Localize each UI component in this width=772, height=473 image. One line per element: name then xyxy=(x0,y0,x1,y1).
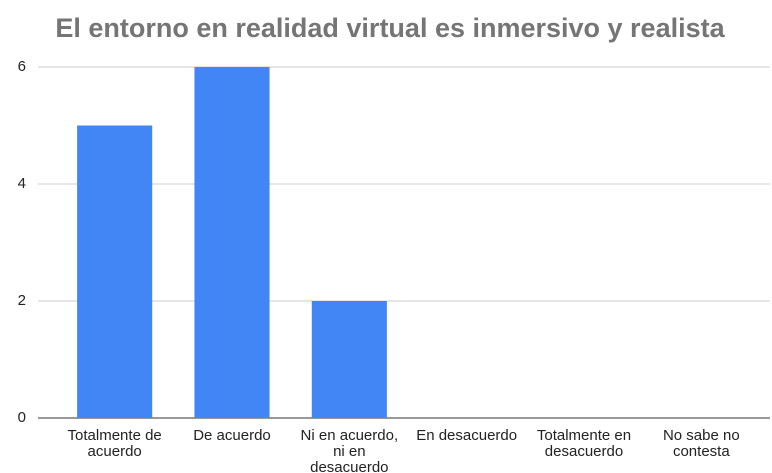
x-tick-label: De acuerdo xyxy=(193,427,271,444)
x-tick-label: No sabe no contesta xyxy=(662,427,740,460)
y-tick-label: 2 xyxy=(18,292,26,309)
x-tick-label: Totalmente en desacuerdo xyxy=(536,427,632,460)
y-tick-label: 4 xyxy=(18,175,26,192)
bar xyxy=(311,301,387,418)
y-tick-label: 6 xyxy=(18,58,26,75)
bar xyxy=(194,67,270,418)
chart-title: El entorno en realidad virtual es inmers… xyxy=(55,13,725,43)
bar xyxy=(77,125,153,418)
x-tick-label: Totalmente de acuerdo xyxy=(67,427,162,460)
x-tick-label: En desacuerdo xyxy=(416,427,518,444)
y-tick-label: 0 xyxy=(18,409,26,426)
x-tick-label: Ni en acuerdo, ni en desacuerdo xyxy=(300,427,399,473)
